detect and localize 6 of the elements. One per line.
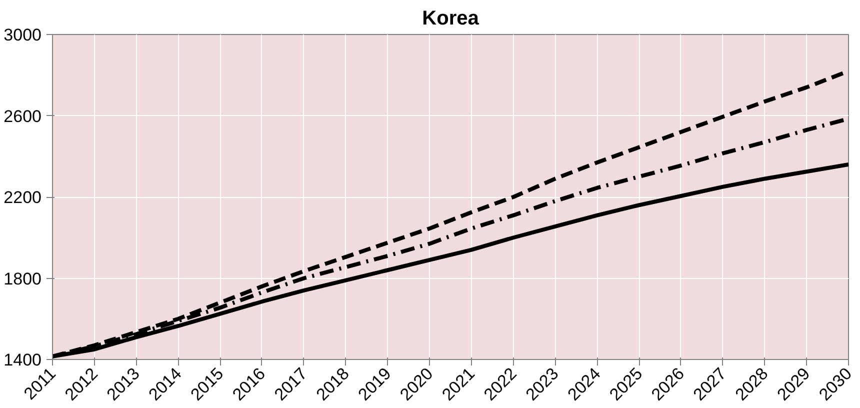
- y-tick-label: 1400: [4, 350, 42, 370]
- y-tick-label: 1800: [4, 269, 42, 288]
- y-tick-label: 2200: [4, 188, 42, 207]
- chart-title: Korea: [422, 8, 480, 30]
- y-tick-label: 2600: [4, 106, 42, 126]
- y-tick-label: 3000: [4, 26, 42, 44]
